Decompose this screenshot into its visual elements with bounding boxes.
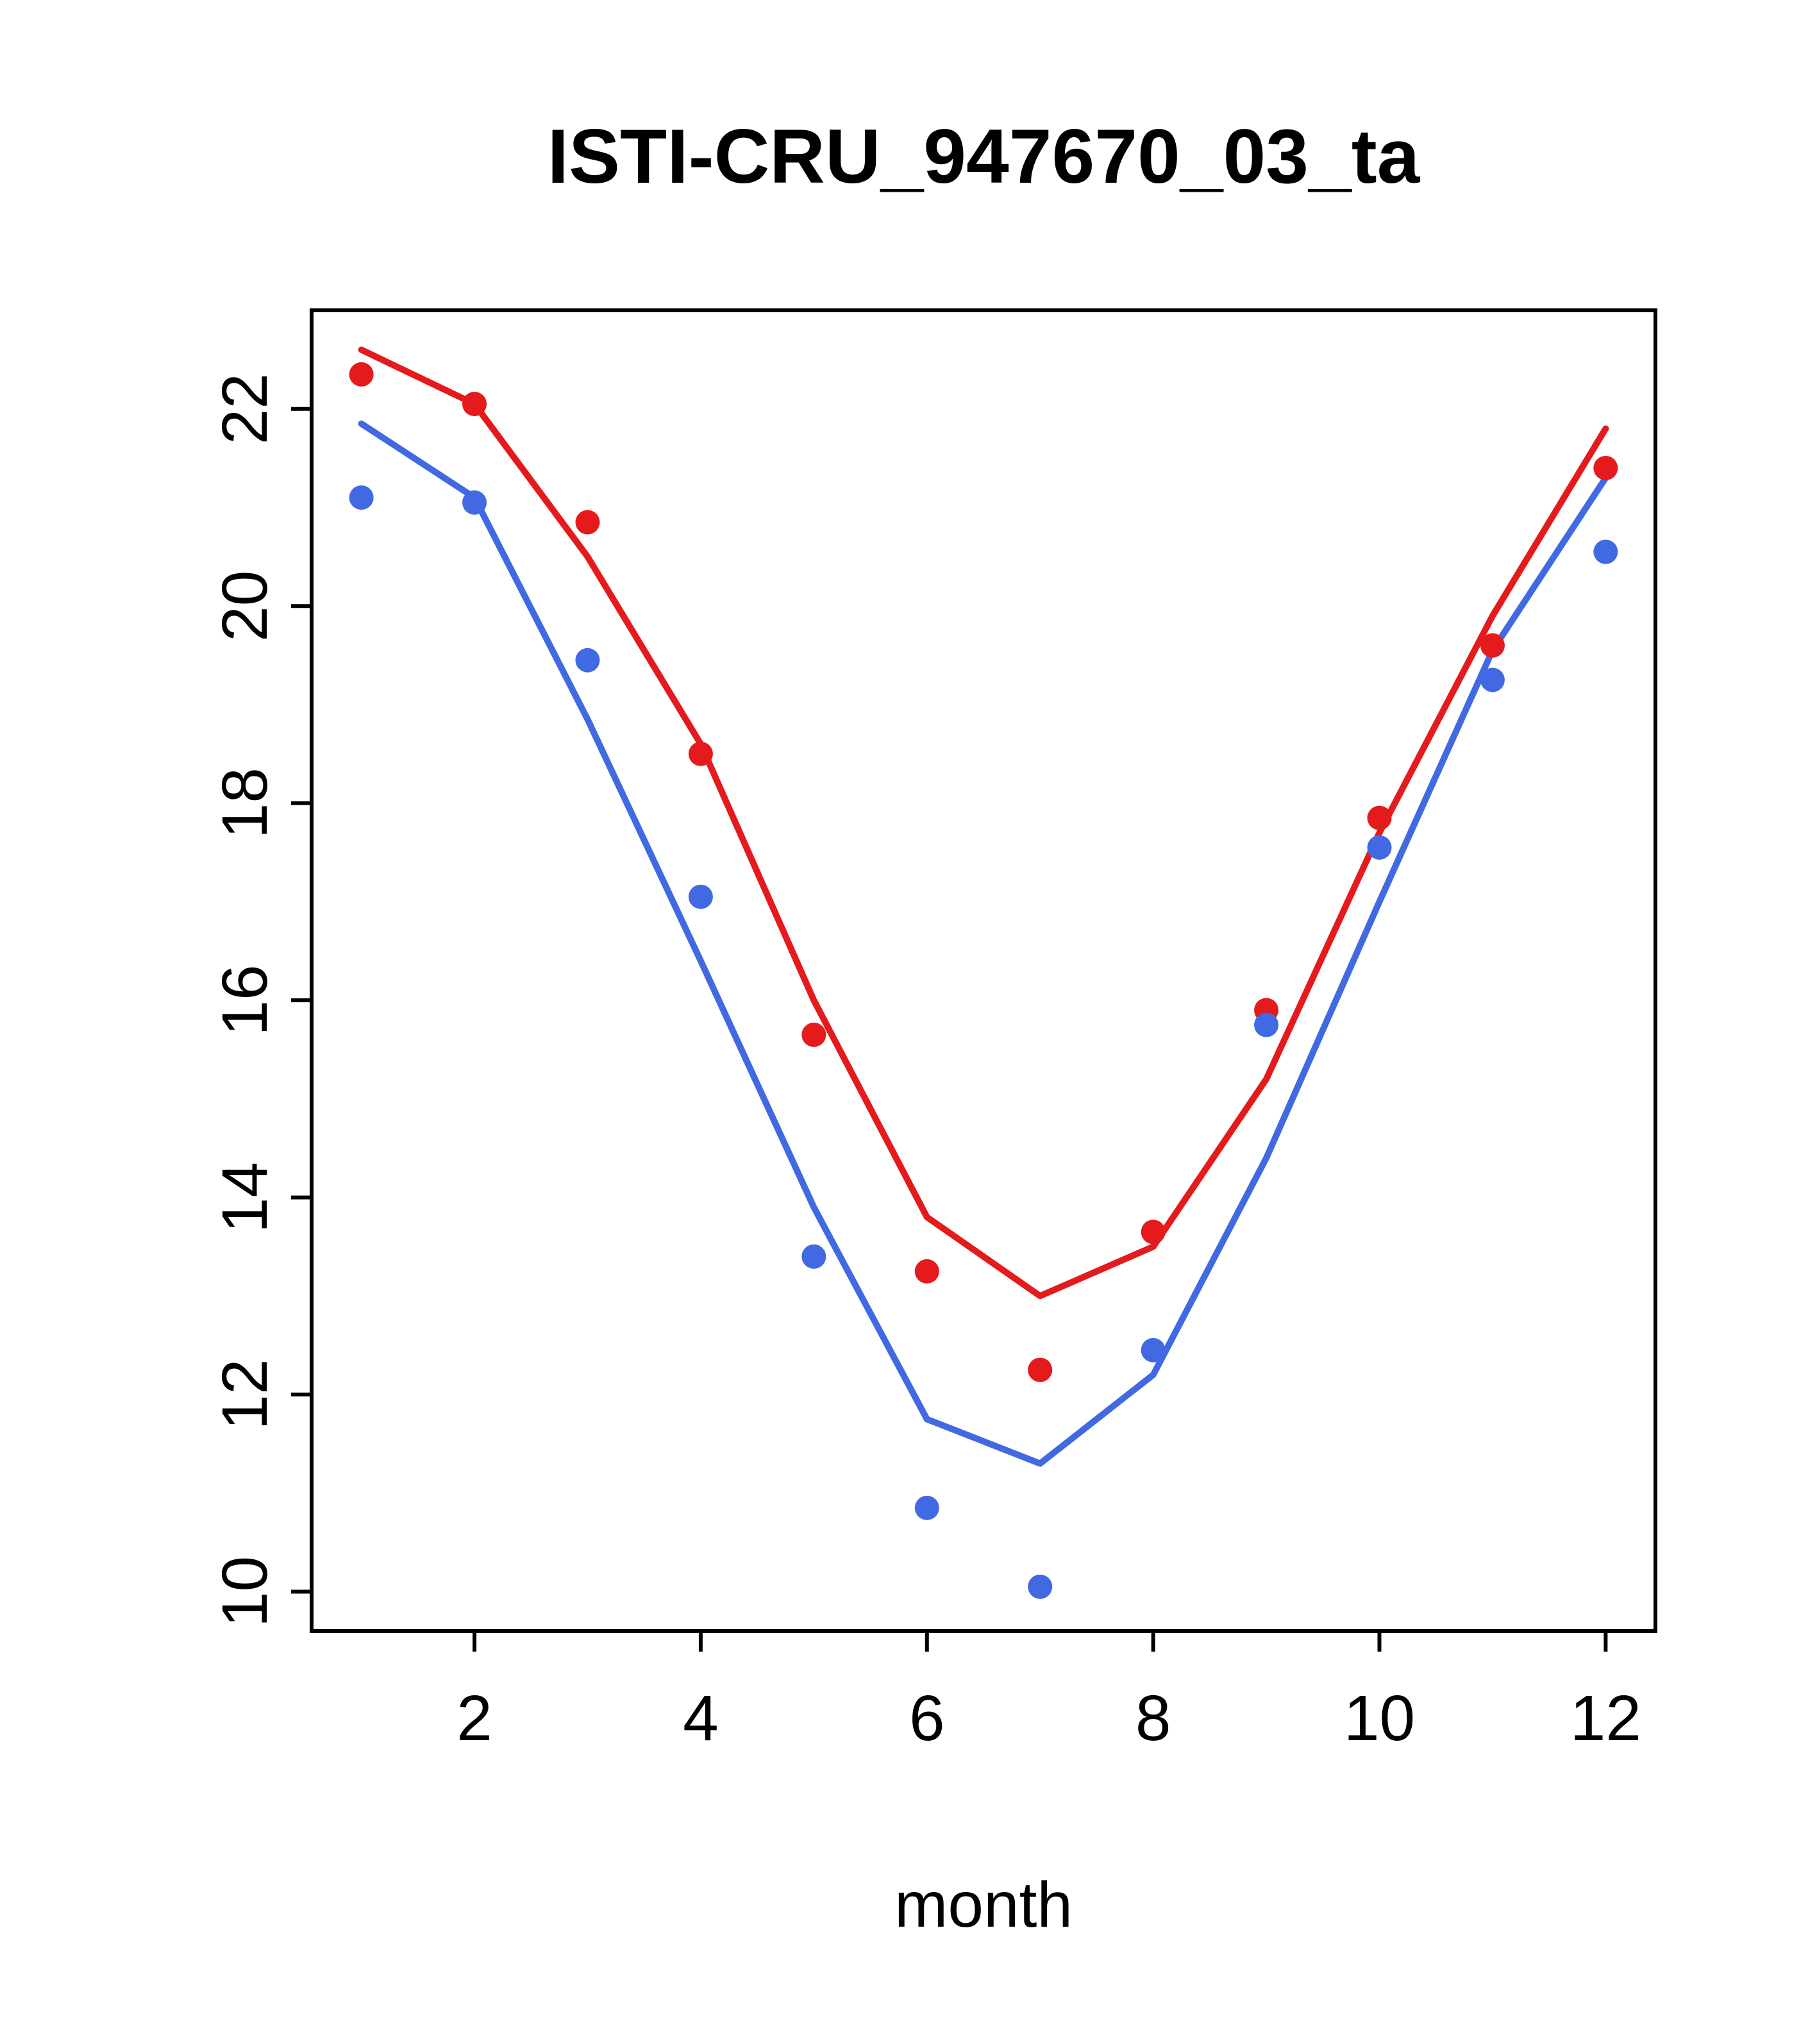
x-tick-label: 8 bbox=[1135, 1682, 1171, 1754]
x-axis: 2 4 6 8 10 12 bbox=[456, 1631, 1641, 1754]
y-tick-label: 16 bbox=[209, 965, 281, 1036]
red-points-dot bbox=[1028, 1357, 1053, 1382]
chart-title: ISTI-CRU_947670_03_ta bbox=[548, 113, 1421, 199]
x-tick-label: 6 bbox=[909, 1682, 945, 1754]
blue-points-dot bbox=[801, 1244, 826, 1269]
y-tick-label: 14 bbox=[209, 1162, 281, 1233]
red-points-dot bbox=[801, 1022, 826, 1047]
x-tick-label: 10 bbox=[1344, 1682, 1415, 1754]
blue-points-dot bbox=[1593, 539, 1618, 564]
x-tick-label: 12 bbox=[1570, 1682, 1641, 1754]
red-points-dot bbox=[1593, 455, 1618, 480]
y-tick-label: 22 bbox=[209, 373, 281, 444]
blue-points-dot bbox=[575, 648, 600, 673]
blue-points-dot bbox=[688, 884, 713, 909]
x-axis-label: month bbox=[894, 1869, 1073, 1941]
red-line-path bbox=[358, 346, 1609, 1300]
plot-border bbox=[310, 308, 1657, 1633]
red-points-dot bbox=[349, 362, 374, 387]
blue-points-dot bbox=[1254, 1012, 1279, 1037]
blue-points-dot bbox=[1480, 667, 1505, 692]
red-points-dot bbox=[1141, 1219, 1166, 1244]
blue-line-path bbox=[358, 420, 1609, 1467]
x-tick-label: 2 bbox=[456, 1682, 492, 1754]
y-tick-label: 12 bbox=[209, 1359, 281, 1430]
red-points-dot bbox=[914, 1259, 939, 1284]
blue-points-dot bbox=[1367, 835, 1392, 860]
blue-points-dot bbox=[1141, 1337, 1166, 1362]
y-tick-label: 10 bbox=[209, 1556, 281, 1627]
series-layer bbox=[349, 346, 1618, 1599]
x-tick-label: 4 bbox=[683, 1682, 719, 1754]
red-points-dot bbox=[1480, 633, 1505, 658]
y-tick-label: 18 bbox=[209, 767, 281, 839]
y-tick-label: 20 bbox=[209, 571, 281, 642]
red-points-dot bbox=[575, 510, 600, 535]
red-points-dot bbox=[462, 392, 487, 417]
red-points-dot bbox=[1367, 805, 1392, 830]
y-axis: 10 12 14 16 18 20 22 bbox=[209, 373, 312, 1627]
blue-points-dot bbox=[462, 490, 487, 515]
blue-points-dot bbox=[349, 485, 374, 510]
blue-points-dot bbox=[1028, 1574, 1053, 1599]
blue-points-dot bbox=[914, 1495, 939, 1520]
red-points-dot bbox=[688, 741, 713, 766]
